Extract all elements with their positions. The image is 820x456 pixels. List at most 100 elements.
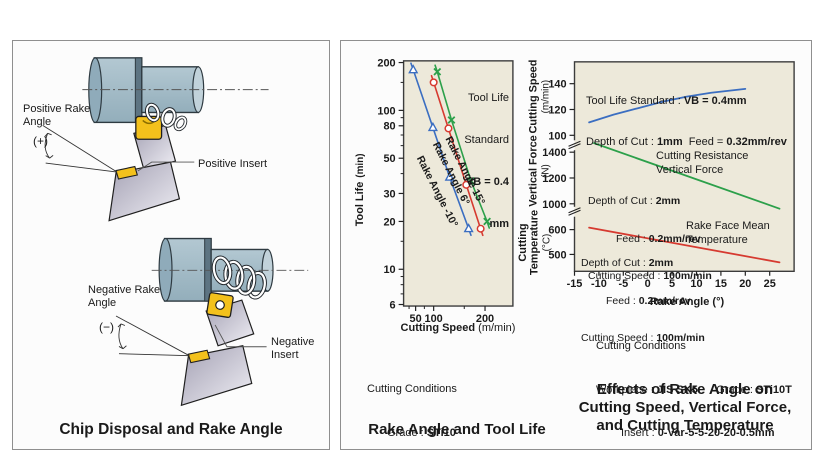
condition-row: Depth of Cut : 2mm [581, 257, 674, 269]
insert-side-view [187, 349, 211, 364]
conditions-heading: Cutting Conditions [596, 340, 686, 352]
force-y-axis-title: Vertical Force [528, 135, 540, 207]
note-row: Tool Life Standard : VB = 0.4mm [586, 95, 747, 107]
effects-y-tick-label: 600 [548, 225, 566, 237]
effects-x-tick-label: 20 [739, 278, 751, 290]
positive-rake-diagram [42, 57, 269, 222]
effects-x-axis-title: Rake Angle (°) [649, 296, 725, 308]
negative-rake-angle-lines [115, 315, 190, 357]
series-line [593, 142, 781, 210]
series-line [588, 226, 781, 264]
condition-row: Cutting Speed : 100m/min [581, 332, 705, 344]
tool-life-caption: Rake Angle and Tool Life [368, 421, 546, 438]
note-line: Standard [464, 134, 509, 146]
force-y-axis-unit: (N) [541, 164, 552, 178]
note-line: Tool Life [468, 92, 509, 104]
tool-life-y-tick-label: 100 [377, 105, 395, 117]
effects-y-tick-label: 1000 [542, 199, 566, 211]
condition-row: Depth of Cut : 2mm [588, 195, 681, 207]
tool-life-y-tick-label: 200 [377, 58, 395, 70]
condition-row-workpiece-grade: Workpiece : JIS SK5 Grade : STi10T [596, 383, 792, 396]
effects-x-tick-label: 15 [715, 278, 727, 290]
effects-x-tick-label: 0 [645, 278, 651, 290]
tool-life-y-tick-label: 20 [384, 216, 396, 228]
effects-x-tick-label: 5 [669, 278, 675, 290]
condition-row: Cutting Speed : 100m/min [588, 270, 712, 282]
chip-disposal-caption: Chip Disposal and Rake Angle [59, 421, 283, 438]
effects-conditions: Cutting Conditions Workpiece : JIS SK5 G… [596, 310, 792, 456]
effects-y-tick-label: 140 [548, 79, 566, 91]
negative-insert-leader [214, 324, 267, 348]
data-point-marker [444, 171, 455, 181]
tool-life-x-tick-label: 100 [425, 313, 443, 325]
temp-line-label: Rake Face Mean Temperature [686, 220, 770, 246]
positive-rake-angle-label: Positive Rake Angle [23, 103, 91, 128]
data-point-marker [476, 224, 485, 233]
tool-life-x-tick-label: 200 [476, 313, 494, 325]
effects-x-tick-label: 10 [690, 278, 702, 290]
tool-life-y-tick-label: 6 [390, 299, 396, 311]
data-point-marker [429, 78, 438, 87]
negative-rake-angle-label: Negative Rake Angle [88, 284, 161, 309]
force-line-label: Cutting Resistance Vertical Force [656, 150, 749, 176]
negative-insert-label: Negative Insert [271, 336, 315, 361]
condition-row-insert: Insert : 0-Var-5-5-20-20-0.5mm [621, 427, 775, 439]
effects-y-tick-label: 120 [548, 104, 566, 116]
effects-x-tick-label: -10 [591, 278, 607, 290]
data-point-marker [462, 180, 471, 189]
tool-life-x-axis-title: Cutting Speed (m/min) [400, 322, 516, 334]
temp-y-axis-title-line1: Cutting [517, 223, 529, 261]
temp-y-axis-unit: (°C) [542, 234, 553, 252]
conditions-heading: Cutting Conditions [367, 383, 457, 395]
temp-y-axis-title-line2: Temperature [529, 210, 541, 275]
helical-chip [211, 255, 267, 300]
positive-insert-label: Positive Insert [198, 158, 268, 170]
effects-y-tick-label: 500 [548, 249, 566, 261]
tool-life-y-tick-label: 80 [384, 121, 396, 133]
negative-sign-label: (−) [99, 320, 114, 334]
positive-rake-angle-lines [42, 124, 118, 173]
data-point-marker [427, 121, 438, 132]
condition-row: Feed : 0.2mm/rev [616, 232, 701, 245]
note-line: VB = 0.4 [465, 176, 509, 188]
data-point-marker [444, 124, 453, 133]
negative-insert [206, 292, 234, 318]
condition-row: Feed : 0.2mm/rev [606, 294, 691, 307]
note-line: mm [489, 218, 509, 230]
tool-life-y-axis-title: Tool Life(min) [354, 153, 366, 226]
data-point-marker [483, 217, 491, 226]
effects-top-note: Tool Life Standard : VB = 0.4mm Depth of… [586, 68, 787, 176]
short-chips [144, 102, 188, 132]
force-conditions: Depth of Cut : 2mm Feed : 0.2mm/rev Cutt… [588, 170, 712, 308]
positive-insert-leader [137, 161, 195, 172]
tool-life-y-tick-label: 50 [384, 153, 396, 165]
effects-x-tick-label: -5 [618, 278, 628, 290]
data-point-marker [447, 116, 456, 124]
speed-y-axis-unit: (m/min) [541, 80, 552, 114]
effects-y-tick-label: 1200 [542, 173, 566, 185]
effects-chart: -15 -10 -5 0 5 10 15 20 25 140 120 100 1400 1200 1000 6… [542, 61, 795, 290]
speed-y-axis-title: Cutting Speed [528, 60, 540, 134]
tool-life-y-tick-label: 30 [384, 188, 396, 200]
condition-row-grade: Grade : STi10 [387, 426, 456, 439]
tool-life-y-tick-label: 10 [384, 264, 396, 276]
effects-y-tick-label: 1400 [542, 147, 566, 159]
tool-life-plot-area [402, 60, 514, 307]
effects-y-tick-label: 100 [548, 130, 566, 142]
positive-sign-label: (+) [33, 134, 48, 148]
data-point-marker [433, 67, 442, 76]
charts-panel: 200 100 80 50 30 20 10 6 50 100 200 -15 -10 -5 0 5 10 15… [340, 40, 812, 450]
negative-rake-diagram [115, 237, 309, 407]
chip-disposal-illustration [42, 57, 309, 407]
tool-life-x-tick-label: 50 [410, 313, 422, 325]
note-row: Depth of Cut : 1mm Feed = 0.32mm/rev [586, 135, 787, 148]
tool-life-standard-note: Tool Life Standard VB = 0.4 mm [464, 63, 509, 259]
chip-disposal-panel: Positive Rake Angle (+) Positive Insert … [12, 40, 330, 450]
temp-conditions: Depth of Cut : 2mm Feed : 0.2mm/rev Cutt… [581, 232, 705, 370]
effects-x-tick-label: -15 [567, 278, 583, 290]
effects-caption: Effects of Rake Angle on Cutting Speed, … [578, 381, 792, 434]
insert-side-view [115, 165, 139, 180]
